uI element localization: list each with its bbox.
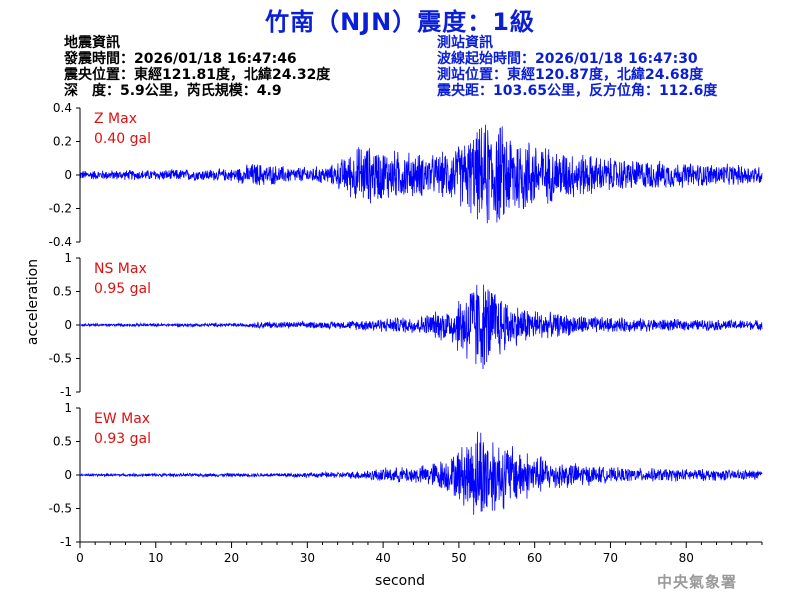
y-tick-label: -0.5 [49, 502, 72, 516]
y-tick-label: 0.2 [53, 135, 72, 149]
max-title-z: Z Max [94, 111, 137, 127]
station-info-heading: 測站資訊 [437, 35, 493, 51]
max-value-ns: 0.95 gal [94, 281, 151, 297]
y-tick-label: 0 [64, 318, 72, 332]
x-tick-label: 10 [148, 551, 163, 565]
epicenter-location: 震央位置：東經121.81度，北緯24.32度 [64, 67, 331, 83]
station-location: 測站位置：東經120.87度，北緯24.68度 [437, 67, 704, 83]
y-tick-label: -0.5 [49, 352, 72, 366]
y-tick-label: -0.2 [49, 202, 72, 216]
x-axis-label: second [375, 573, 425, 589]
x-tick-label: 50 [451, 551, 466, 565]
x-tick-label: 40 [375, 551, 390, 565]
y-tick-label: -1 [60, 385, 72, 399]
panel-ew: -1 -0.5 0 0.5 1 EW Max 0.93 gal [49, 401, 763, 549]
y-tick-label: 1 [64, 251, 72, 265]
panel-ns: -1 -0.5 0 0.5 1 NS Max 0.95 gal [49, 251, 763, 399]
y-tick-label: 1 [64, 401, 72, 415]
earthquake-info-heading: 地震資訊 [64, 35, 120, 51]
agency-label: 中央氣象署 [657, 573, 738, 591]
max-value-z: 0.40 gal [94, 131, 151, 147]
y-axis-label: acceleration [25, 259, 41, 345]
earthquake-info: 地震資訊 發震時間：2026/01/18 16:47:46 震央位置：東經121… [64, 35, 330, 99]
waveform-ew [79, 431, 763, 515]
x-tick-label: 20 [224, 551, 239, 565]
x-tick-label: 60 [527, 551, 542, 565]
x-tick-label: 70 [603, 551, 618, 565]
waveform-start-time: 波線起始時間：2026/01/18 16:47:30 [437, 51, 698, 67]
panel-z: -0.4 -0.2 0 0.2 0.4 Z Max 0.40 gal [49, 101, 763, 249]
depth-magnitude: 深 度：5.9公里，芮氏規模：4.9 [64, 83, 282, 99]
x-tick-label: 80 [679, 551, 694, 565]
chart-title: 竹南（NJN）震度：1級 [265, 8, 535, 36]
y-tick-label: 0.5 [53, 285, 72, 299]
y-tick-label: 0.5 [53, 435, 72, 449]
y-tick-label: 0 [64, 468, 72, 482]
waveform-z [79, 124, 763, 224]
y-tick-label: -1 [60, 535, 72, 549]
y-tick-label: 0 [64, 168, 72, 182]
y-tick-label: 0.4 [53, 101, 72, 115]
epicentral-distance: 震央距：103.65公里，反方位角：112.6度 [437, 83, 718, 99]
waveform-ns [79, 284, 763, 370]
max-value-ew: 0.93 gal [94, 431, 151, 447]
max-title-ew: EW Max [94, 411, 150, 427]
x-tick-label: 0 [76, 551, 84, 565]
x-tick-label: 30 [300, 551, 315, 565]
origin-time: 發震時間：2026/01/18 16:47:46 [64, 51, 297, 67]
station-info: 測站資訊 波線起始時間：2026/01/18 16:47:30 測站位置：東經1… [437, 35, 717, 99]
max-title-ns: NS Max [94, 261, 147, 277]
y-tick-label: -0.4 [49, 235, 72, 249]
